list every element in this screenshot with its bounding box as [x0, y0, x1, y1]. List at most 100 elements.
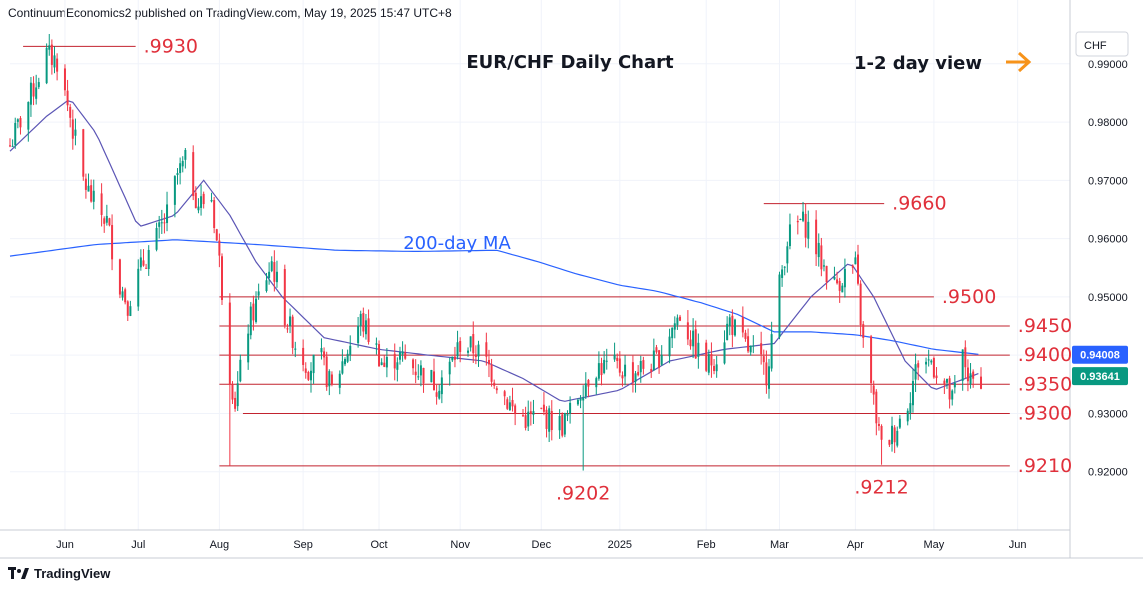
candle-body: [783, 266, 786, 268]
candle-body: [731, 315, 734, 335]
candle-body: [349, 345, 352, 356]
candle-body: [951, 390, 954, 400]
candle-body: [375, 343, 378, 345]
candle-body: [786, 246, 789, 264]
short-ma-line: [9, 100, 979, 402]
candle-body: [330, 374, 333, 385]
candle-body: [166, 204, 169, 224]
candle-body: [383, 362, 386, 367]
candle-body: [686, 322, 689, 340]
candle-body: [642, 360, 645, 369]
candle-body: [459, 341, 462, 353]
candle-body: [228, 302, 231, 385]
candle-body: [603, 359, 606, 373]
candle-body: [433, 371, 435, 391]
candle-body: [859, 283, 862, 326]
candle-body: [815, 219, 818, 255]
candle-body: [762, 356, 765, 363]
candle-body: [872, 385, 875, 395]
candle-body: [323, 351, 326, 358]
candle-body: [972, 371, 975, 379]
candle-body: [953, 382, 956, 388]
candle-body: [160, 222, 163, 224]
candle-body: [966, 367, 969, 382]
candle-body: [733, 319, 736, 336]
candle-body: [105, 215, 108, 223]
candle-body: [765, 362, 768, 386]
support-resistance-levels: [23, 45, 1010, 467]
candle-body: [474, 354, 477, 357]
candle-body: [27, 102, 30, 130]
x-tick-label: Jun: [56, 539, 74, 551]
ma200-price-tag: [1072, 345, 1128, 364]
candle-body: [540, 407, 543, 409]
axes: 0.99000 0.98000 0.97000 0.96000 0.95000 0.940…: [0, 0, 1143, 559]
candle-body: [749, 345, 752, 353]
candle-body: [11, 145, 14, 147]
candle-body: [514, 405, 517, 414]
candle-body: [605, 360, 608, 362]
candle-body: [707, 354, 710, 373]
candle-body: [689, 339, 692, 347]
x-tick-label: Oct: [370, 539, 387, 551]
annotations: EUR/CHF Daily Chart 1-2 day view 200-day…: [144, 35, 1073, 504]
candle-body: [613, 354, 616, 360]
candle-body: [176, 173, 179, 176]
candle-body: [302, 347, 305, 365]
candle-body: [930, 360, 933, 363]
candle-body: [741, 316, 744, 333]
candle-body: [412, 359, 415, 369]
candle-body: [511, 399, 514, 407]
candle-body: [252, 303, 255, 321]
candle-body: [453, 356, 456, 360]
candle-body: [74, 129, 77, 136]
candle-body: [854, 257, 857, 265]
candle-body: [221, 256, 223, 300]
candle-body: [124, 289, 127, 303]
view-note: 1-2 day view: [854, 53, 982, 74]
candle-body: [45, 47, 48, 84]
candle-body: [503, 391, 506, 397]
candle-body: [50, 44, 53, 65]
candle-body: [893, 427, 896, 443]
candle-body: [121, 291, 124, 298]
candle-body: [715, 364, 718, 372]
currency-label: CHF: [1084, 40, 1107, 52]
candle-body: [487, 359, 490, 365]
candle-body: [655, 347, 658, 353]
candle-body: [880, 425, 883, 440]
candle-body: [836, 279, 839, 284]
y-tick-label: 0.93000: [1088, 408, 1128, 420]
candle-body: [877, 423, 880, 426]
candle-body: [236, 383, 239, 407]
candle-body: [961, 349, 964, 381]
candle-body: [969, 373, 972, 385]
candle-body: [422, 367, 425, 384]
candle-body: [493, 382, 496, 386]
price-tags: 0.94008 0.93641: [1072, 345, 1128, 386]
candle-body: [71, 119, 74, 139]
candle-body: [597, 363, 600, 379]
price-tag-label: 0.93641: [1080, 371, 1120, 383]
candle-body: [213, 200, 216, 229]
candle-body: [234, 397, 237, 409]
candle-body: [100, 193, 103, 215]
candle-body: [103, 218, 106, 224]
candle-body: [579, 398, 582, 401]
candle-body: [857, 254, 859, 284]
candle-body: [713, 365, 716, 371]
candle-body: [147, 249, 150, 270]
candle-body: [456, 342, 459, 357]
candle-body: [548, 408, 551, 432]
candle-body: [414, 371, 417, 376]
level-label: .9350: [1018, 373, 1072, 395]
candle-body: [380, 362, 383, 365]
candle-body: [472, 334, 475, 354]
candle-body: [401, 351, 404, 355]
level-label: .9930: [144, 35, 198, 57]
candle-body: [728, 317, 731, 327]
candle-body: [247, 333, 250, 363]
candle-body: [53, 55, 56, 68]
candle-body: [215, 229, 218, 241]
x-tick-label: Dec: [532, 539, 552, 551]
